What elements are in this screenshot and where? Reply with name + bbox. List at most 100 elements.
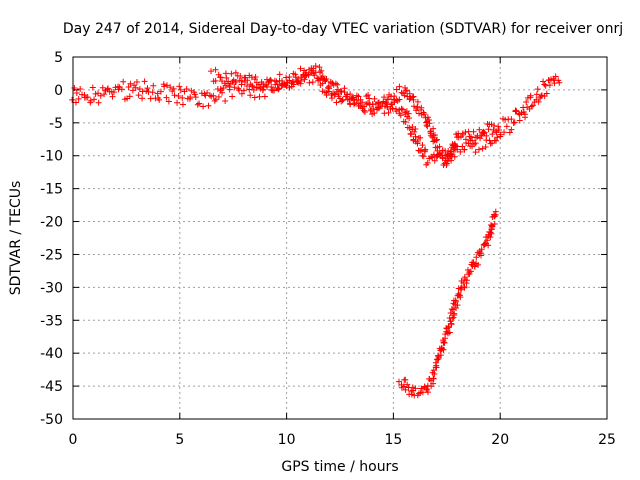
data-point bbox=[508, 126, 515, 133]
data-point bbox=[175, 92, 182, 99]
data-point bbox=[389, 105, 396, 112]
data-point bbox=[261, 93, 268, 100]
data-point bbox=[228, 70, 235, 77]
data-point bbox=[410, 103, 417, 110]
data-point bbox=[127, 80, 134, 87]
data-point bbox=[322, 89, 329, 96]
data-point bbox=[77, 85, 84, 92]
y-tick-label: -15 bbox=[40, 182, 63, 198]
data-point bbox=[442, 335, 449, 342]
data-point bbox=[318, 67, 325, 74]
data-point bbox=[256, 93, 263, 100]
data-point bbox=[452, 298, 459, 305]
data-point bbox=[437, 352, 444, 359]
data-point bbox=[384, 96, 391, 103]
data-point bbox=[246, 86, 253, 93]
data-point bbox=[481, 129, 488, 136]
data-point bbox=[154, 90, 161, 97]
data-point bbox=[275, 85, 282, 92]
data-point bbox=[191, 91, 198, 98]
data-point bbox=[459, 143, 466, 150]
data-point bbox=[491, 220, 498, 227]
data-point bbox=[252, 73, 259, 80]
data-point bbox=[371, 95, 378, 102]
data-point bbox=[443, 160, 450, 167]
data-point bbox=[472, 149, 479, 156]
data-point bbox=[273, 78, 280, 85]
data-point bbox=[540, 78, 547, 85]
data-point bbox=[129, 87, 136, 94]
data-point bbox=[467, 268, 474, 275]
data-point bbox=[351, 101, 358, 108]
data-point bbox=[462, 129, 469, 136]
data-point bbox=[267, 76, 274, 83]
data-point bbox=[483, 132, 490, 139]
data-point bbox=[444, 157, 451, 164]
data-point bbox=[430, 380, 437, 387]
data-point bbox=[472, 140, 479, 147]
data-point bbox=[371, 110, 378, 117]
data-point bbox=[238, 77, 245, 84]
y-tick-label: -5 bbox=[49, 116, 63, 132]
data-point bbox=[288, 83, 295, 90]
data-point bbox=[299, 72, 306, 79]
data-point bbox=[312, 63, 319, 70]
data-point bbox=[522, 111, 529, 118]
data-point bbox=[297, 80, 304, 87]
data-point bbox=[457, 292, 464, 299]
data-point bbox=[395, 378, 402, 385]
data-point bbox=[448, 153, 455, 160]
data-point bbox=[179, 94, 186, 101]
data-point bbox=[132, 84, 139, 91]
data-point bbox=[325, 84, 332, 91]
data-point bbox=[188, 87, 195, 94]
data-point bbox=[309, 79, 316, 86]
data-point bbox=[473, 254, 480, 261]
data-point bbox=[306, 79, 313, 86]
data-point bbox=[109, 93, 116, 100]
data-point bbox=[91, 96, 98, 103]
data-point bbox=[523, 98, 530, 105]
data-point bbox=[229, 93, 236, 100]
data-point bbox=[415, 110, 422, 117]
data-point bbox=[249, 83, 256, 90]
data-point bbox=[393, 86, 400, 93]
data-point bbox=[492, 137, 499, 144]
data-point bbox=[546, 82, 553, 89]
data-point bbox=[419, 389, 426, 396]
data-point bbox=[99, 84, 106, 91]
data-point bbox=[84, 94, 91, 101]
data-point bbox=[120, 78, 127, 85]
data-point bbox=[430, 138, 437, 145]
data-point bbox=[196, 100, 203, 107]
data-point bbox=[478, 246, 485, 253]
data-point bbox=[157, 88, 164, 95]
data-point bbox=[333, 99, 340, 106]
data-point bbox=[411, 128, 418, 135]
data-point bbox=[477, 135, 484, 142]
x-tick-label: 10 bbox=[278, 432, 296, 448]
data-point bbox=[212, 77, 219, 84]
data-point bbox=[433, 364, 440, 371]
series-0 bbox=[69, 65, 563, 168]
data-point bbox=[339, 97, 346, 104]
data-point bbox=[319, 88, 326, 95]
data-point bbox=[376, 99, 383, 106]
data-point bbox=[192, 94, 199, 101]
data-point bbox=[200, 103, 207, 110]
data-point bbox=[95, 99, 102, 106]
data-point bbox=[485, 242, 492, 249]
data-point bbox=[319, 80, 326, 87]
data-point bbox=[402, 118, 409, 125]
data-point bbox=[466, 133, 473, 140]
data-point bbox=[414, 103, 421, 110]
data-point bbox=[448, 150, 455, 157]
data-point bbox=[231, 84, 238, 91]
data-point bbox=[414, 140, 421, 147]
data-point bbox=[235, 85, 242, 92]
y-tick-label: 0 bbox=[54, 83, 63, 99]
data-point bbox=[461, 283, 468, 290]
data-point bbox=[488, 230, 495, 237]
data-point bbox=[430, 125, 437, 132]
data-point bbox=[365, 92, 372, 99]
